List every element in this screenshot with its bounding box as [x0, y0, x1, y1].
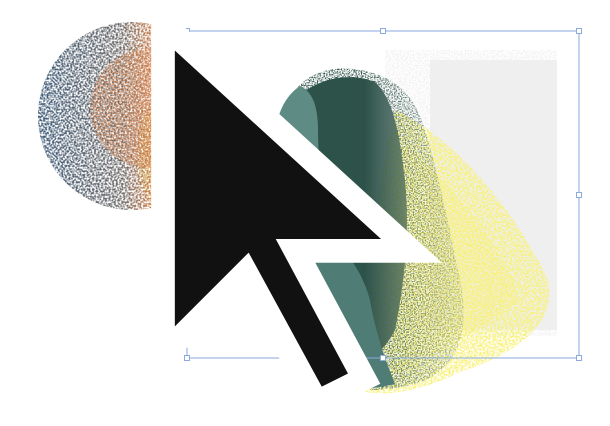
- resize-handle-bottom-left[interactable]: [184, 355, 190, 361]
- resize-handle-middle-right[interactable]: [576, 192, 582, 198]
- resize-handle-top-right[interactable]: [576, 28, 582, 34]
- resize-handle-top-middle[interactable]: [380, 28, 386, 34]
- resize-handle-bottom-middle[interactable]: [380, 355, 386, 361]
- resize-handle-bottom-right[interactable]: [576, 355, 582, 361]
